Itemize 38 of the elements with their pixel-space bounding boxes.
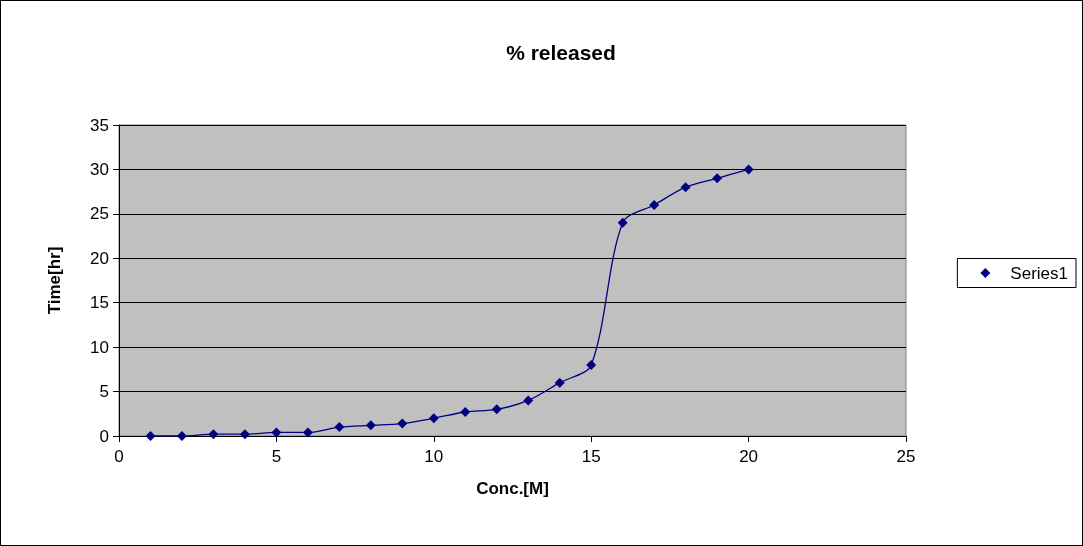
- x-tick-label: 25: [896, 447, 916, 466]
- point: [271, 427, 282, 438]
- point: [491, 404, 502, 415]
- point: [145, 431, 156, 441]
- point: [208, 429, 219, 440]
- y-tick-label: 35: [90, 115, 109, 135]
- point: [428, 413, 439, 424]
- point: [680, 182, 691, 193]
- point: [617, 217, 628, 228]
- x-tick-label: 5: [271, 447, 282, 466]
- point: [239, 429, 250, 440]
- x-axis-title: Conc.[M]: [476, 479, 549, 498]
- y-tick-label: 30: [90, 159, 109, 179]
- point: [554, 377, 565, 388]
- point: [365, 420, 376, 431]
- point: [586, 359, 597, 370]
- point: [460, 407, 471, 418]
- y-axis-title: Time[hr]: [45, 246, 64, 315]
- y-tick-label: 15: [90, 293, 109, 313]
- y-tick-label: 20: [90, 248, 109, 268]
- x-tick-label: 15: [581, 447, 601, 466]
- y-tick-label: 10: [90, 337, 109, 357]
- point: [176, 431, 187, 441]
- x-tick-label: 0: [114, 447, 124, 466]
- legend-label: Series1: [1010, 263, 1068, 283]
- x-tick-label: 20: [739, 447, 759, 466]
- point: [334, 422, 345, 433]
- y-tick-label: 5: [99, 382, 109, 402]
- point: [649, 199, 660, 210]
- y-tick-label: 0: [99, 426, 109, 446]
- point: [712, 173, 723, 184]
- y-tick-label: 25: [90, 204, 109, 224]
- point: [302, 427, 313, 438]
- point: [397, 418, 408, 429]
- point: [523, 395, 534, 406]
- chart-title: % released: [506, 41, 616, 64]
- x-tick-label: 10: [424, 447, 444, 466]
- point: [743, 164, 754, 175]
